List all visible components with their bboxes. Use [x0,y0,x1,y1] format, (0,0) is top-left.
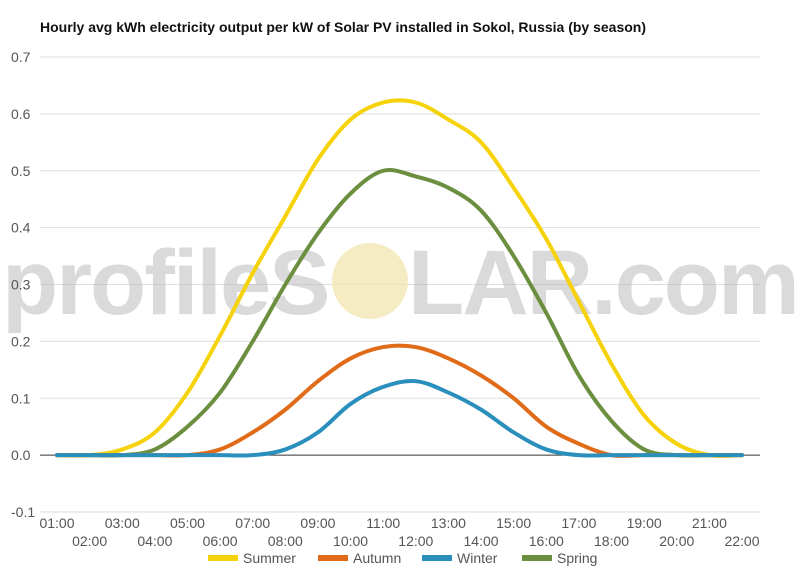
y-tick-label: 0.1 [11,390,31,406]
x-tick-label: 15:00 [496,515,531,531]
x-tick-label: 22:00 [724,533,759,549]
legend: Summer Autumn Winter Spring [208,550,597,566]
x-tick-label: 11:00 [366,515,400,531]
watermark-left: profileS [2,232,328,334]
chart-title: Hourly avg kWh electricity output per kW… [40,19,647,35]
watermark-sun-icon [332,243,408,319]
legend-swatch-summer [208,555,238,561]
x-tick-label: 10:00 [333,533,368,549]
series-line-spring [55,168,744,458]
x-tick-label: 12:00 [398,533,433,549]
x-tick-label: 19:00 [627,515,662,531]
series-line-autumn [55,343,744,458]
watermark: profileS LAR.com [2,232,800,334]
y-tick-label: 0.5 [11,163,31,179]
y-tick-label: 0.2 [11,333,31,349]
axis-layer: -0.1 0.0 0.1 0.2 0.3 0.4 0.5 0.6 0.7 01:00 02:00 03… [11,49,760,549]
y-tick-label: 0.4 [11,220,31,236]
x-tick-label: 20:00 [659,533,694,549]
series-line-winter [55,379,744,458]
legend-swatch-autumn [318,555,348,561]
series-line-summer [55,98,744,458]
x-tick-label: 04:00 [137,533,172,549]
x-tick-label: 07:00 [235,515,270,531]
x-tick-label: 08:00 [268,533,303,549]
y-tick-label: -0.1 [11,504,35,520]
y-tick-label: 0.6 [11,106,31,122]
x-tick-label: 21:00 [692,515,727,531]
legend-label-winter: Winter [457,550,498,566]
x-tick-label: 13:00 [431,515,466,531]
watermark-right: LAR.com [408,232,798,334]
x-tick-label: 17:00 [561,515,596,531]
x-tick-label: 18:00 [594,533,629,549]
x-tick-label: 01:00 [39,515,74,531]
legend-label-autumn: Autumn [353,550,401,566]
y-tick-label: 0.3 [11,277,31,293]
y-tick-label: 0.0 [11,447,31,463]
x-tick-label: 09:00 [300,515,335,531]
y-tick-label: 0.7 [11,49,31,65]
x-tick-label: 14:00 [464,533,499,549]
x-tick-label: 16:00 [529,533,564,549]
legend-swatch-spring [522,555,552,561]
series-layer [55,98,744,458]
legend-label-summer: Summer [243,550,296,566]
x-tick-label: 03:00 [105,515,140,531]
legend-label-spring: Spring [557,550,597,566]
legend-swatch-winter [422,555,452,561]
x-tick-label: 05:00 [170,515,205,531]
x-tick-label: 02:00 [72,533,107,549]
x-tick-label: 06:00 [203,533,238,549]
